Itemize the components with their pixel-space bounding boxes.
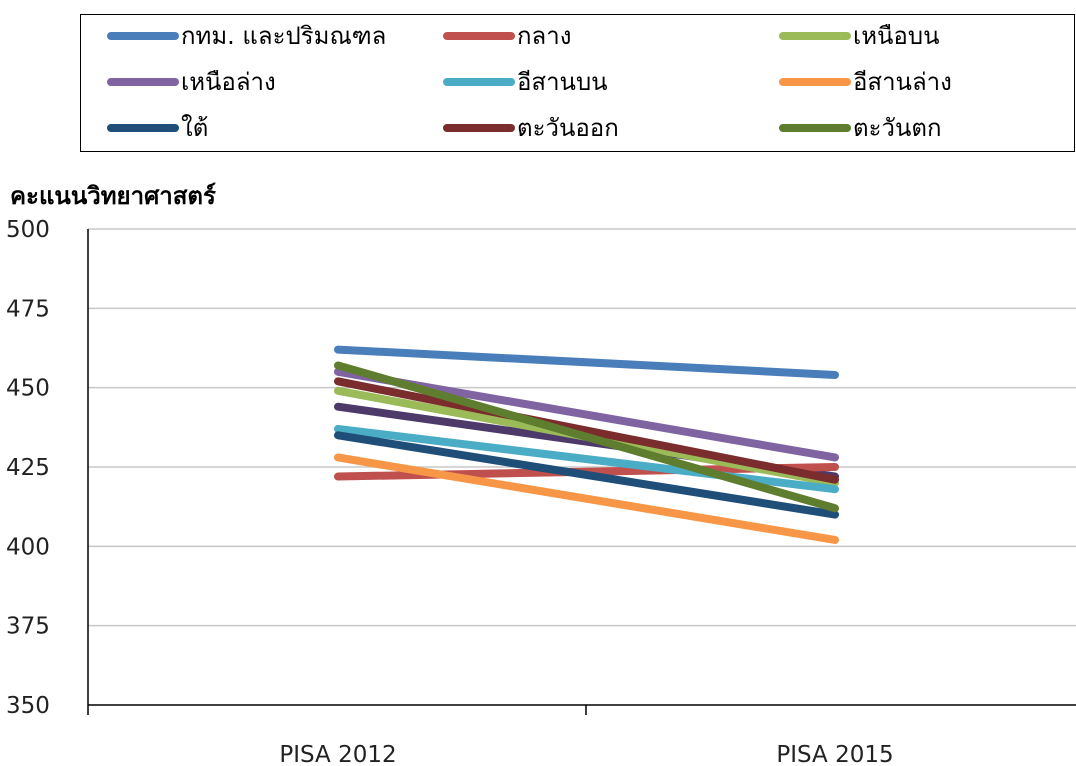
chart-legend: กทม. และปริมณฑล กลาง เหนือบนเหนือล่าง อีสาน…: [80, 14, 1075, 152]
legend-item: อีสานล่าง: [779, 59, 952, 105]
series-line-8: [334, 377, 839, 484]
legend-item: กทม. และปริมณฑล: [107, 13, 386, 59]
legend-label: ตะวันตก: [853, 114, 942, 142]
legend-item: ตะวันออก: [443, 105, 619, 151]
series-line-5: [334, 424, 839, 494]
series-line-7: [334, 431, 839, 519]
legend-label: กลาง: [517, 22, 572, 50]
grid-lines: [88, 228, 1076, 627]
y-tick-label: 400: [6, 534, 50, 560]
axes: [87, 229, 1076, 715]
legend-item: เหนือบน: [779, 13, 939, 59]
x-tick-label: PISA 2012: [279, 742, 396, 766]
legend-swatch: [779, 78, 851, 86]
series-line-6: [334, 453, 839, 544]
series-line-9: [334, 361, 839, 513]
legend-label: อีสานบน: [517, 68, 608, 96]
y-tick-label: 500: [6, 217, 50, 243]
legend-item: อีสานบน: [443, 59, 608, 105]
legend-swatch: [107, 124, 179, 132]
legend-swatch: [443, 124, 515, 132]
legend-swatch: [443, 78, 515, 86]
legend-label: เหนือบน: [853, 22, 940, 50]
y-tick-label: 350: [6, 693, 50, 719]
y-axis-label: คะแนนวิทยาศาสตร์: [10, 182, 216, 210]
legend-label: เหนือล่าง: [181, 68, 276, 96]
legend-swatch: [443, 32, 515, 40]
legend-item: ใต้: [107, 105, 208, 151]
legend-label: ตะวันออก: [517, 114, 619, 142]
legend-item: กลาง: [443, 13, 571, 59]
legend-swatch: [779, 32, 851, 40]
y-tick-labels: 500 475 450 425 400 375 350: [6, 217, 50, 719]
legend-swatch: [779, 124, 851, 132]
legend-swatch: [107, 78, 179, 86]
series-lines: [334, 345, 839, 544]
y-tick-label: 450: [6, 376, 50, 402]
legend-label: กทม. และปริมณฑล: [181, 22, 387, 50]
legend-item: เหนือล่าง: [107, 59, 276, 105]
legend-swatch: [107, 32, 179, 40]
y-tick-label: 425: [6, 455, 50, 481]
y-tick-label: 375: [6, 614, 50, 640]
legend-item: ตะวันตก: [779, 105, 941, 151]
x-tick-labels: PISA 2012 PISA 2015: [279, 742, 893, 766]
x-tick-label: PISA 2015: [776, 742, 893, 766]
legend-label: ใต้: [181, 114, 209, 142]
y-tick-label: 475: [6, 296, 50, 322]
series-line-1: [334, 345, 839, 379]
legend-label: อีสานล่าง: [853, 68, 952, 96]
